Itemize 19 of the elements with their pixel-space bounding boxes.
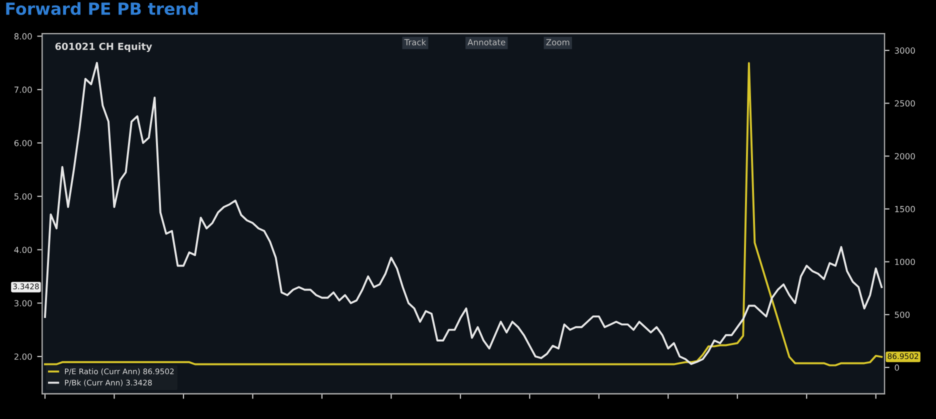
annotation: Annotate <box>468 39 506 46</box>
y-tick-label: 5.00 <box>14 193 32 200</box>
y-tick-label: 3.00 <box>14 300 32 306</box>
y2-tick-label: 3000 <box>894 47 915 54</box>
chart-title: Forward PE PB trend <box>6 2 198 15</box>
y-tick-label: 7.00 <box>14 86 32 93</box>
annotation: Track <box>404 38 426 46</box>
y2-tick-label: 500 <box>894 312 910 318</box>
y-tick-label: 8.00 <box>14 33 32 40</box>
y2-tick-label: 0 <box>894 364 899 371</box>
y-tick-label: 6.00 <box>14 140 32 146</box>
annotation: Zoom <box>546 39 570 46</box>
y2-tick-label: 2000 <box>894 153 915 160</box>
text: 601021 CH Equity <box>55 42 152 52</box>
y-tick-label: 2.00 <box>14 353 32 360</box>
y2-tick-label: 1500 <box>895 206 915 212</box>
y2-tick-label: 2500 <box>894 100 915 107</box>
y-tick-label: 4.00 <box>14 246 32 254</box>
y2-tick-label: 1000 <box>895 258 915 266</box>
